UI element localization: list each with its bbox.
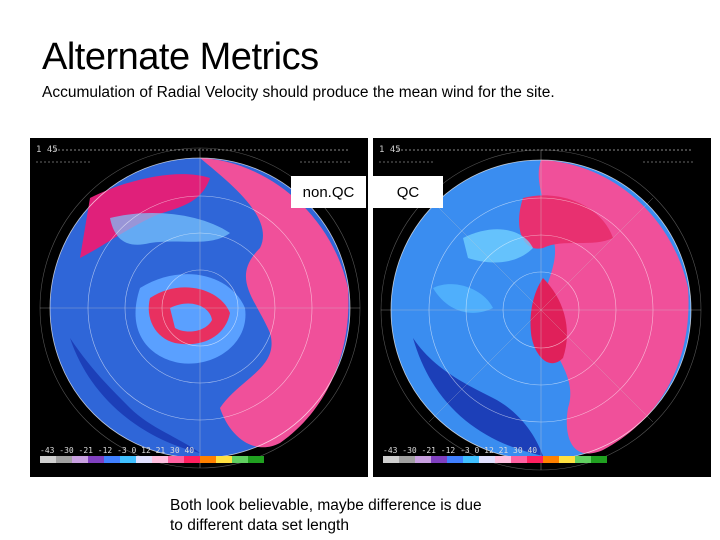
radar-header-qc: 1 45 [379, 145, 401, 155]
scale-ticks-qc: -43 -30 -21 -12 -3 0 12 21 30 40 [383, 446, 537, 455]
slide-title: Alternate Metrics [42, 36, 319, 78]
radar-header-nonqc: 1 45 [36, 145, 58, 155]
radar-panel-qc: 1 45 [373, 138, 711, 477]
scale-ticks-nonqc: -43 -30 -21 -12 -3 0 12 21 30 40 [40, 446, 194, 455]
caption: Both look believable, maybe difference i… [170, 496, 550, 536]
caption-line-2: to different data set length [170, 517, 349, 534]
label-nonqc: non.QC [291, 176, 366, 208]
slide-subtitle: Accumulation of Radial Velocity should p… [42, 84, 555, 101]
label-qc: QC [373, 176, 443, 208]
caption-line-1: Both look believable, maybe difference i… [170, 497, 482, 514]
radar-image-qc: 1 45 [373, 138, 711, 477]
